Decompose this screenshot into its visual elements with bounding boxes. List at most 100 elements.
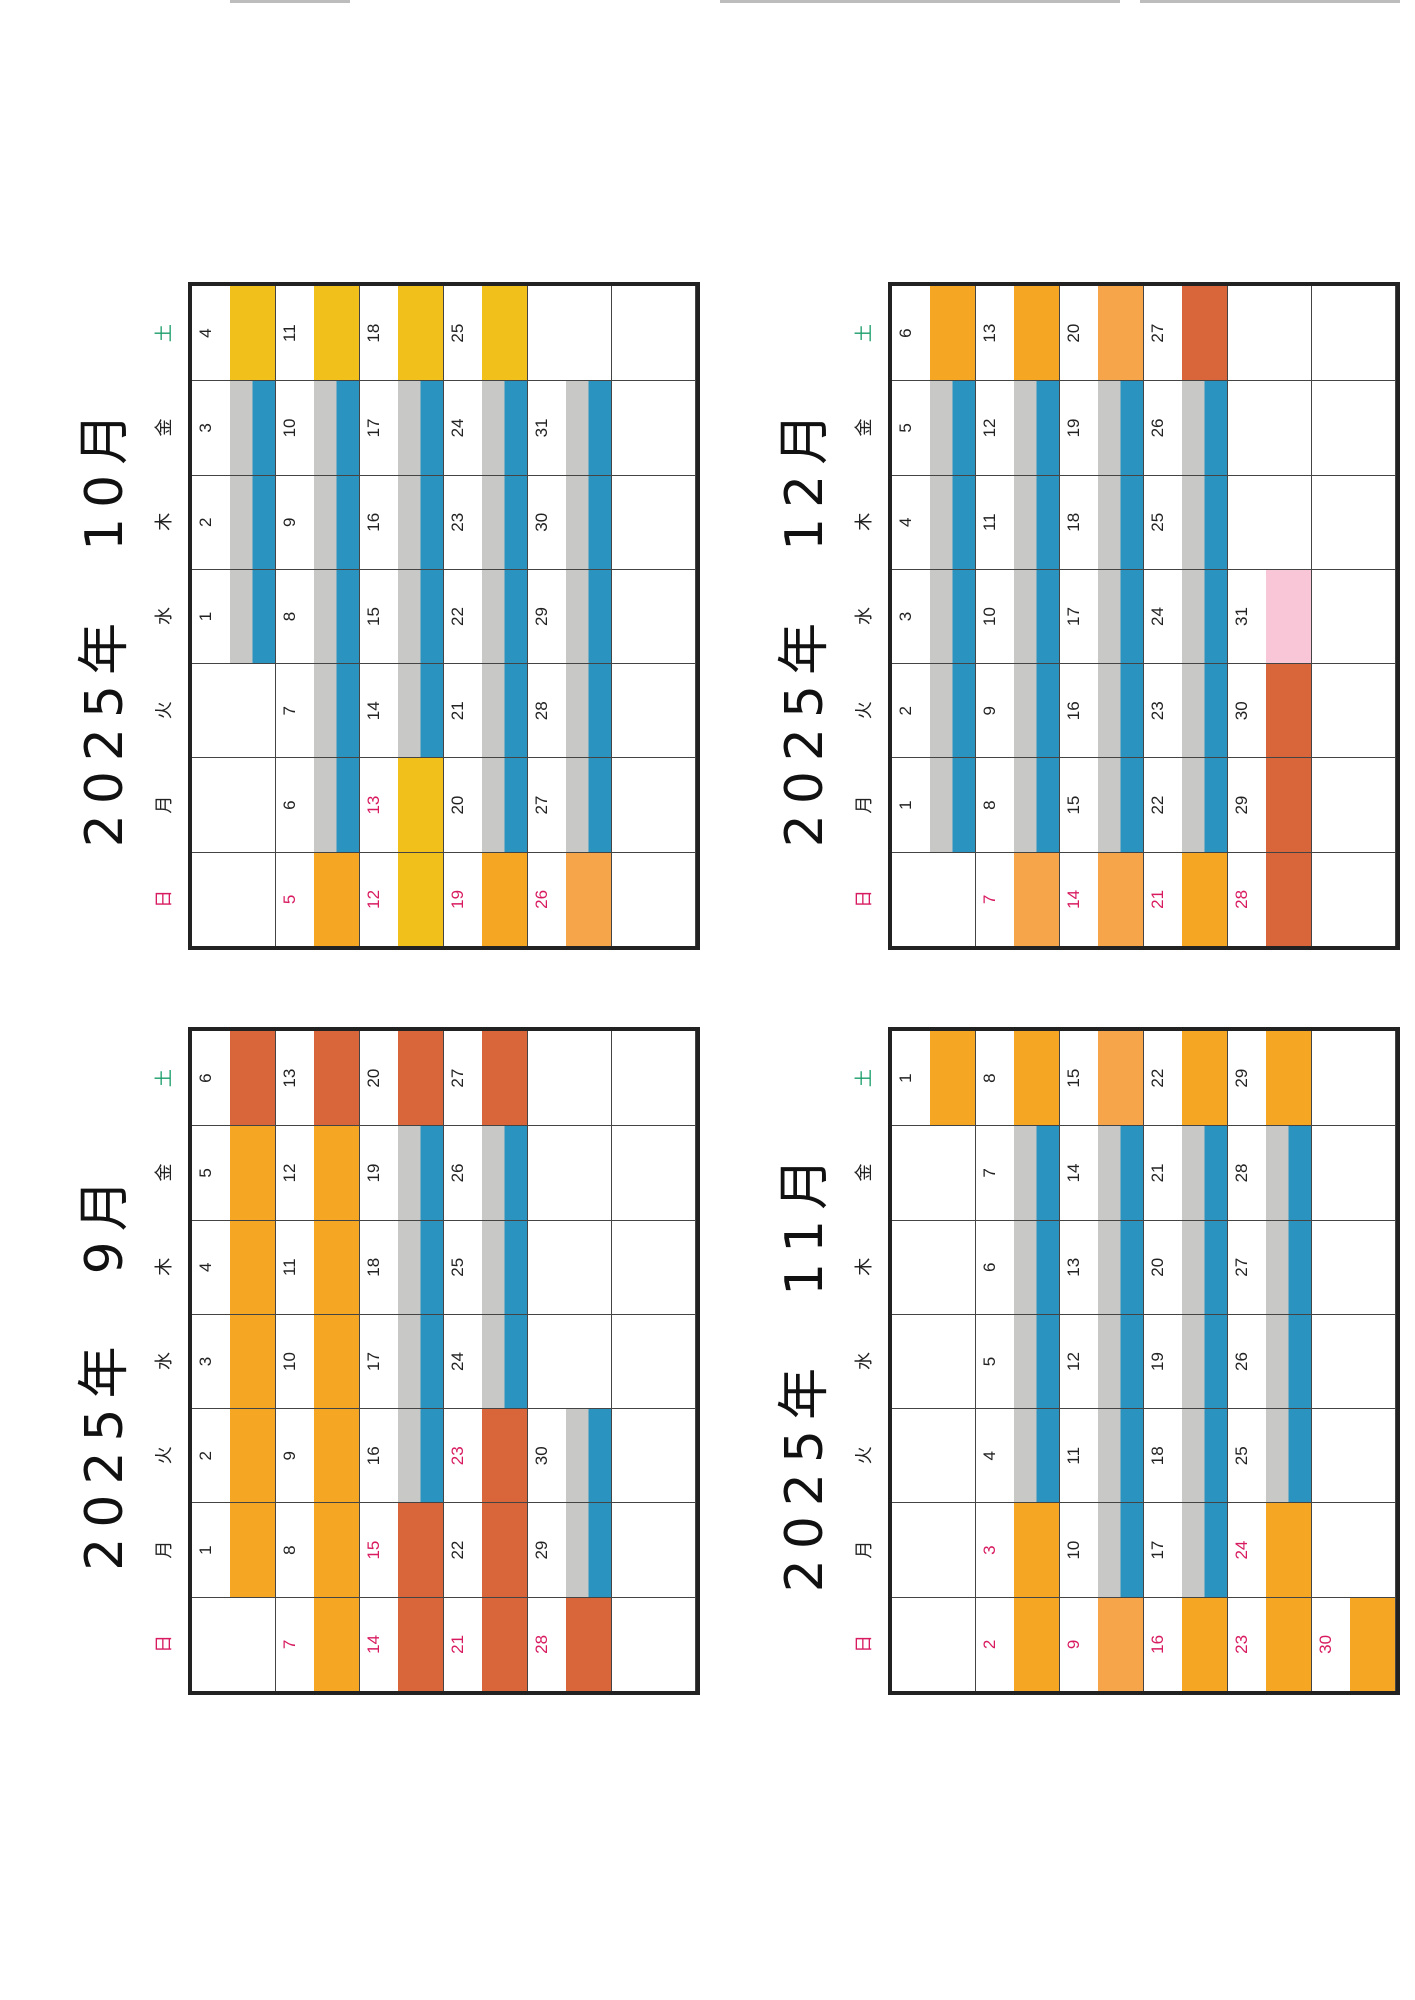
day-number: 25	[1148, 512, 1167, 532]
day-cell: 27	[1228, 1219, 1312, 1314]
day-number: 30	[532, 1446, 551, 1466]
weekday-label: 水	[154, 1352, 175, 1371]
day-cell: 21	[444, 663, 528, 758]
empty-cell	[892, 1313, 976, 1409]
day-cell: 20	[360, 1031, 444, 1126]
day-cell: 2	[892, 663, 976, 758]
weekday-label: 木	[154, 1257, 175, 1276]
day-color-band	[1182, 664, 1227, 758]
day-number: 13	[280, 1068, 299, 1088]
day-cell: 16	[1060, 663, 1144, 758]
empty-cell	[892, 1596, 976, 1691]
weekday-label: 火	[854, 1446, 875, 1465]
weekday-label: 火	[154, 701, 175, 720]
empty-cell	[1228, 380, 1312, 475]
day-number: 4	[196, 328, 215, 338]
weekday-label: 金	[854, 1163, 875, 1182]
day-number: 13	[364, 795, 383, 815]
empty-cell	[612, 1408, 696, 1503]
day-color-band	[482, 1314, 527, 1409]
day-number: 2	[896, 706, 915, 716]
day-color-band	[1182, 1597, 1227, 1691]
day-color-band	[1182, 758, 1227, 852]
empty-cell	[892, 851, 976, 946]
day-cell: 13	[360, 757, 444, 852]
day-cell: 5	[276, 851, 360, 946]
empty-cell	[192, 851, 276, 946]
day-number: 15	[1064, 1068, 1083, 1088]
day-number: 4	[980, 1451, 999, 1461]
day-color-band	[1014, 664, 1059, 758]
weekday-header: 日月火水木金土	[850, 1031, 876, 1691]
day-color-band	[1014, 1031, 1059, 1126]
day-number: 19	[364, 1163, 383, 1183]
day-number: 11	[280, 324, 299, 342]
empty-cell	[892, 1125, 976, 1220]
day-color-band	[1014, 1597, 1059, 1691]
day-cell: 24	[1228, 1502, 1312, 1597]
day-color-band	[1098, 1314, 1143, 1409]
day-color-band	[314, 664, 359, 758]
day-cell: 25	[1228, 1408, 1312, 1503]
day-number: 14	[364, 701, 383, 721]
day-cell: 20	[1060, 286, 1144, 381]
day-number: 28	[1232, 889, 1251, 909]
empty-cell	[1228, 474, 1312, 569]
weekday-label: 日	[154, 889, 175, 908]
empty-cell	[1312, 474, 1396, 569]
day-number: 17	[364, 1352, 383, 1371]
day-cell: 14	[1060, 1125, 1144, 1220]
day-number: 10	[280, 1352, 299, 1371]
day-color-band	[566, 381, 611, 475]
day-color-band	[566, 1409, 611, 1503]
weekday-label: 水	[854, 1352, 875, 1371]
day-number: 20	[1064, 323, 1083, 343]
day-color-band	[930, 286, 975, 381]
day-cell: 8	[976, 757, 1060, 852]
day-color-band	[566, 664, 611, 758]
day-cell: 11	[276, 286, 360, 381]
day-color-band	[314, 852, 359, 946]
day-number: 21	[448, 701, 467, 721]
day-cell: 7	[276, 663, 360, 758]
day-cell: 14	[360, 663, 444, 758]
day-color-band	[1182, 1503, 1227, 1597]
day-color-band	[1182, 475, 1227, 569]
day-number: 5	[196, 1168, 215, 1178]
day-number: 26	[1232, 1352, 1251, 1371]
day-cell: 5	[976, 1313, 1060, 1409]
day-color-band	[230, 1126, 275, 1220]
day-cell: 9	[976, 663, 1060, 758]
day-cell: 18	[1060, 474, 1144, 569]
day-cell: 29	[1228, 1031, 1312, 1126]
scan-artifact	[720, 0, 1120, 3]
day-cell: 12	[276, 1125, 360, 1220]
day-cell: 11	[276, 1219, 360, 1314]
day-cell: 17	[1060, 568, 1144, 664]
day-cell: 14	[1060, 851, 1144, 946]
day-number: 6	[980, 1262, 999, 1272]
empty-cell	[892, 1502, 976, 1597]
day-color-band	[230, 569, 275, 664]
day-number: 1	[196, 611, 215, 622]
day-color-band	[1098, 381, 1143, 475]
day-number: 1	[896, 800, 915, 810]
day-number: 17	[364, 418, 383, 438]
day-cell: 30	[1228, 663, 1312, 758]
day-number: 25	[448, 323, 467, 343]
day-color-band	[482, 1126, 527, 1220]
empty-cell	[612, 286, 696, 381]
day-number: 11	[980, 513, 999, 532]
day-number: 16	[364, 1446, 383, 1466]
day-number: 7	[980, 894, 999, 905]
empty-cell	[612, 1313, 696, 1409]
day-number: 21	[448, 1634, 467, 1654]
empty-cell	[1312, 1502, 1396, 1597]
day-color-band	[566, 1597, 611, 1691]
day-cell: 27	[528, 757, 612, 852]
day-color-band	[398, 1409, 443, 1503]
empty-cell	[528, 1125, 612, 1220]
day-cell: 25	[444, 1219, 528, 1314]
weekday-header: 日月火水木金土	[150, 286, 176, 946]
day-cell: 27	[1144, 286, 1228, 381]
